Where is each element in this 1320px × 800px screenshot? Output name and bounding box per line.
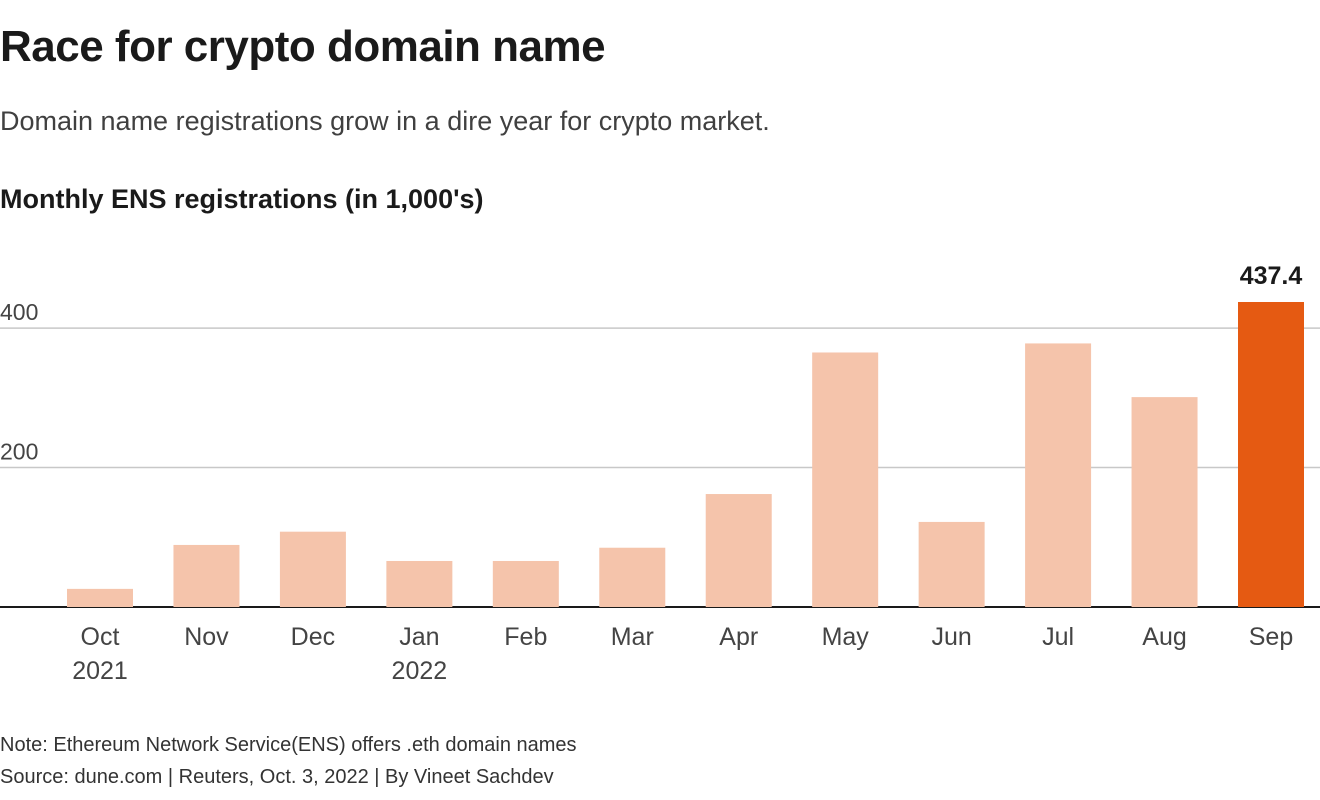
bar-mar: [599, 547, 666, 607]
bar-oct: [67, 588, 133, 607]
bar-feb: [492, 560, 559, 607]
x-tick-year-label: 2021: [72, 657, 128, 685]
x-tick-label: Apr: [719, 623, 758, 651]
label-layer: Oct 2021 Nov Dec Jan 2022 Feb Mar Apr May Jun Jul Au…: [72, 262, 1302, 685]
bar-chart: 200 400 Oct 2021 Nov Dec Jan 2022 Feb Mar Apr May J…: [0, 262, 1320, 685]
x-tick-year-label: 2022: [392, 657, 448, 685]
x-tick-label: Dec: [291, 623, 335, 651]
x-tick-label: Aug: [1142, 623, 1186, 651]
bar-nov: [173, 544, 240, 607]
x-tick-label: Jul: [1042, 623, 1074, 651]
chart-title: Monthly ENS registrations (in 1,000's): [0, 184, 484, 214]
x-tick-label: Sep: [1249, 623, 1293, 651]
bar-sep: [1238, 302, 1304, 607]
footnote: Note: Ethereum Network Service(ENS) offe…: [0, 734, 577, 756]
page-title: Race for crypto domain name: [0, 22, 606, 71]
x-tick-label: Mar: [611, 623, 654, 651]
x-tick-label: Jun: [931, 623, 971, 651]
x-tick-label: Jan: [399, 623, 439, 651]
x-tick-label: Oct: [81, 623, 120, 651]
page-subtitle: Domain name registrations grow in a dire…: [0, 106, 770, 136]
x-tick-label: May: [822, 623, 870, 651]
bar-apr: [705, 494, 772, 607]
bar-aug: [1131, 397, 1198, 607]
bar-dec: [279, 531, 346, 607]
bar-jul: [1025, 343, 1092, 607]
bar-may: [812, 352, 879, 607]
source-credit: Source: dune.com | Reuters, Oct. 3, 2022…: [0, 766, 554, 788]
bar-jan: [386, 560, 453, 607]
y-tick-label: 400: [0, 299, 38, 325]
data-label-highlight: 437.4: [1240, 262, 1303, 290]
bar-jun: [918, 521, 985, 607]
bar-layer: [67, 302, 1304, 607]
x-tick-label: Feb: [504, 623, 547, 651]
x-tick-label: Nov: [184, 623, 229, 651]
y-tick-label: 200: [0, 439, 38, 465]
